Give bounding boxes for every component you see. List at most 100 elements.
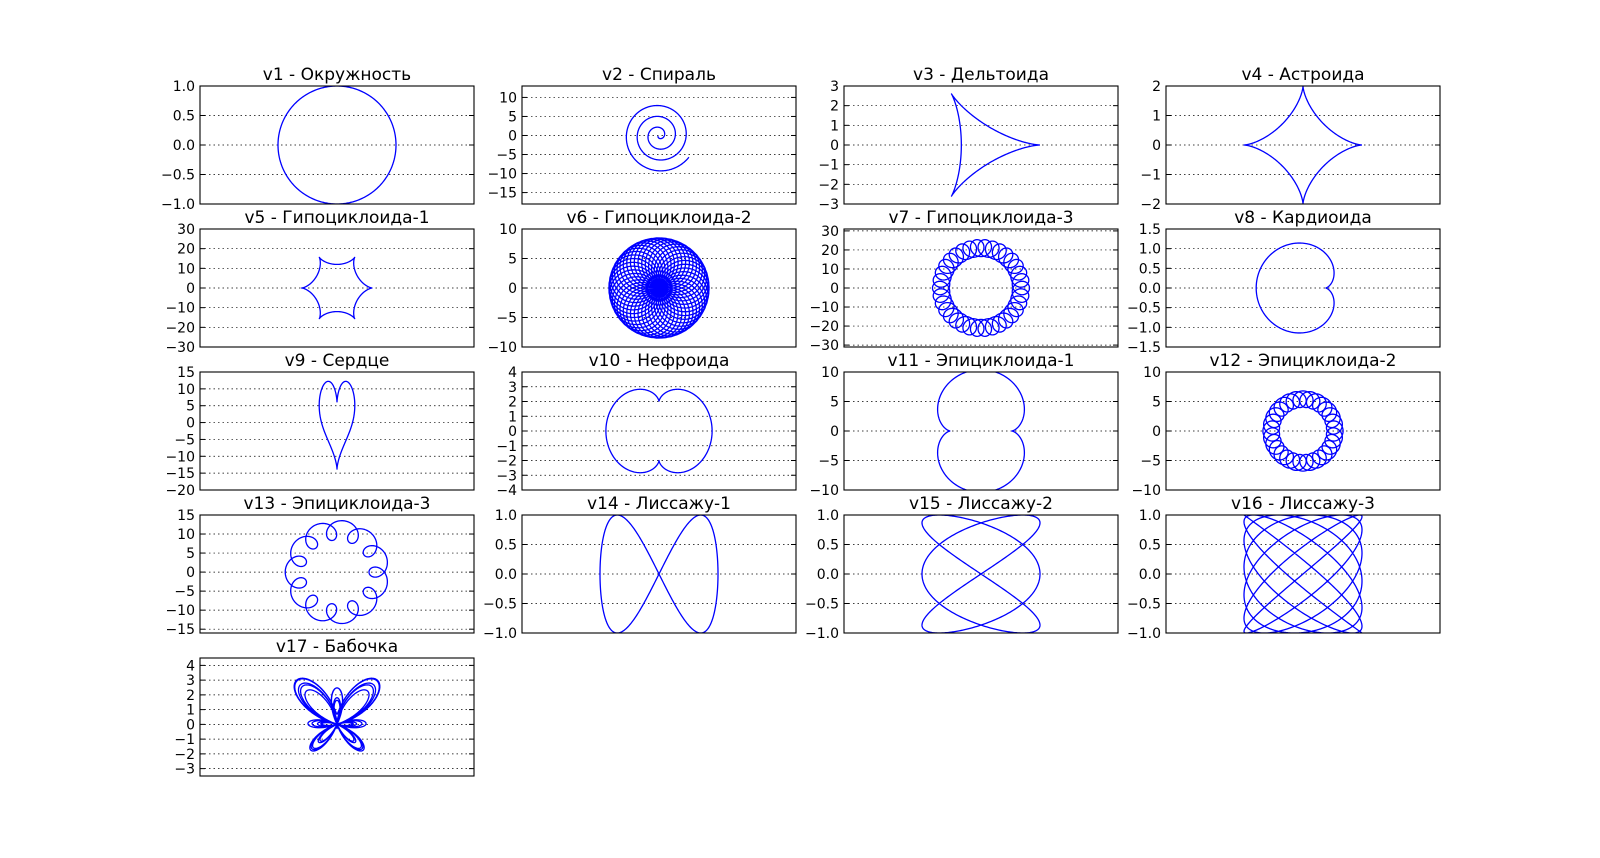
y-tick-label: 0.0 [495, 567, 517, 583]
y-tick-label: 1.0 [1139, 242, 1161, 258]
y-tick-label: 4 [508, 365, 517, 381]
subplot-5: v5 - Гипоциклоида-1 30 20 10 0 −10 −20 −30 [165, 208, 475, 356]
axes-frame [843, 85, 1119, 205]
y-tick-label: 0 [1152, 424, 1161, 440]
y-tick-label: 10 [499, 222, 517, 238]
curve-cardioid [1255, 242, 1335, 334]
y-tick-label: 1 [508, 409, 517, 425]
y-tick-label: 0 [186, 281, 195, 297]
curve-lissajous-3 [1243, 515, 1363, 633]
subplot-title: v13 - Эпициклоида-3 [244, 494, 431, 514]
curve-spiral [625, 104, 690, 172]
subplot-4: v4 - Астроида 2 1 0 −1 −2 [1140, 65, 1441, 213]
y-tick-label: 5 [1152, 395, 1161, 411]
y-tick-label: −1.0 [1127, 320, 1161, 336]
y-tick-label: 3 [508, 380, 517, 396]
y-tick-label: 1.0 [1139, 508, 1161, 524]
y-tick-label: 0 [1152, 138, 1161, 154]
subplot-3: v3 - Дельтоида 3 2 1 0 −1 −2 −3 [818, 65, 1119, 213]
y-tick-label: 0.5 [817, 538, 839, 554]
y-tick-label: −10 [487, 167, 517, 183]
subplot-title: v17 - Бабочка [276, 637, 398, 657]
subplot-title: v6 - Гипоциклоида-2 [566, 208, 751, 228]
y-tick-label: −5 [496, 148, 517, 164]
y-tick-label: 5 [186, 546, 195, 562]
y-tick-label: 15 [177, 508, 195, 524]
axes-frame [843, 371, 1119, 491]
y-tick-label: 0.0 [1139, 567, 1161, 583]
y-tick-label: 1.0 [817, 508, 839, 524]
curve-heart [318, 380, 356, 470]
y-tick-label: 0 [830, 424, 839, 440]
y-tick-label: −1.0 [161, 197, 195, 213]
subplot-6: v6 - Гипоциклоида-2 10 5 0 −5 −10 [487, 208, 797, 356]
y-tick-label: −0.5 [1127, 301, 1161, 317]
y-tick-label: 0 [830, 281, 839, 297]
y-tick-label: −0.5 [1127, 597, 1161, 613]
y-tick-label: 0 [508, 128, 517, 144]
y-tick-label: −0.5 [161, 168, 195, 184]
y-tick-label: −5 [174, 584, 195, 600]
curve-astroid [1243, 86, 1363, 204]
y-tick-label: −3 [496, 468, 517, 484]
curve-deltoid [950, 93, 1041, 197]
y-tick-label: −5 [1140, 454, 1161, 470]
y-tick-label: 0 [186, 416, 195, 432]
axes-frame [521, 228, 797, 348]
axes-frame [521, 371, 797, 491]
y-tick-label: −15 [165, 466, 195, 482]
subplot-title: v16 - Лиссажу-3 [1231, 494, 1375, 514]
curve-nephroid [605, 388, 713, 474]
subplot-title: v1 - Окружность [263, 65, 411, 85]
y-tick-label: 0.0 [1139, 281, 1161, 297]
curve-epicycloid-2 [1262, 390, 1344, 472]
y-tick-label: −10 [165, 603, 195, 619]
y-tick-label: −30 [165, 340, 195, 356]
subplot-title: v5 - Гипоциклоида-1 [244, 208, 429, 228]
y-tick-label: −1 [496, 439, 517, 455]
y-tick-label: 10 [177, 527, 195, 543]
y-tick-label: −0.5 [483, 597, 517, 613]
axes-frame [199, 514, 475, 634]
y-tick-label: 5 [186, 399, 195, 415]
y-tick-label: −1 [174, 732, 195, 748]
y-tick-label: −1.0 [805, 626, 839, 642]
subplot-1: v1 - Окружность 1.0 0.5 0.0 −0.5 −1.0 [161, 65, 475, 213]
y-tick-label: 0.0 [173, 138, 195, 154]
y-tick-label: 10 [1143, 365, 1161, 381]
y-tick-label: 0.5 [495, 538, 517, 554]
curve-butterfly [293, 677, 381, 752]
y-tick-label: −1 [818, 158, 839, 174]
y-tick-label: 15 [177, 365, 195, 381]
y-tick-label: 2 [186, 688, 195, 704]
y-tick-label: 10 [821, 365, 839, 381]
y-tick-label: −0.5 [805, 597, 839, 613]
axes-frame [843, 514, 1119, 634]
y-tick-label: 1 [186, 703, 195, 719]
axes-frame [1165, 371, 1441, 491]
y-tick-label: −2 [174, 747, 195, 763]
subplot-15: v15 - Лиссажу-2 1.0 0.5 0.0 −0.5 −1.0 [805, 494, 1119, 642]
axes-frame [199, 85, 475, 205]
y-tick-label: 4 [186, 658, 195, 674]
subplot-title: v14 - Лиссажу-1 [587, 494, 731, 514]
y-tick-label: 0 [186, 717, 195, 733]
y-tick-label: −1.5 [1127, 340, 1161, 356]
y-tick-label: 5 [508, 109, 517, 125]
subplot-16: v16 - Лиссажу-3 1.0 0.5 0.0 −0.5 −1.0 [1127, 494, 1441, 642]
y-tick-label: −15 [165, 622, 195, 638]
y-tick-label: 1.0 [173, 79, 195, 95]
y-tick-label: −5 [818, 454, 839, 470]
y-tick-label: 5 [830, 395, 839, 411]
curve-hypocycloid-1 [300, 256, 374, 320]
y-tick-label: −2 [818, 177, 839, 193]
y-tick-label: −2 [1140, 197, 1161, 213]
subplot-title: v12 - Эпициклоида-2 [1210, 351, 1397, 371]
axes-frame [1165, 85, 1441, 205]
y-tick-label: −3 [174, 762, 195, 778]
subplot-title: v7 - Гипоциклоида-3 [888, 208, 1073, 228]
y-tick-label: −20 [165, 483, 195, 499]
axes-frame [521, 514, 797, 634]
